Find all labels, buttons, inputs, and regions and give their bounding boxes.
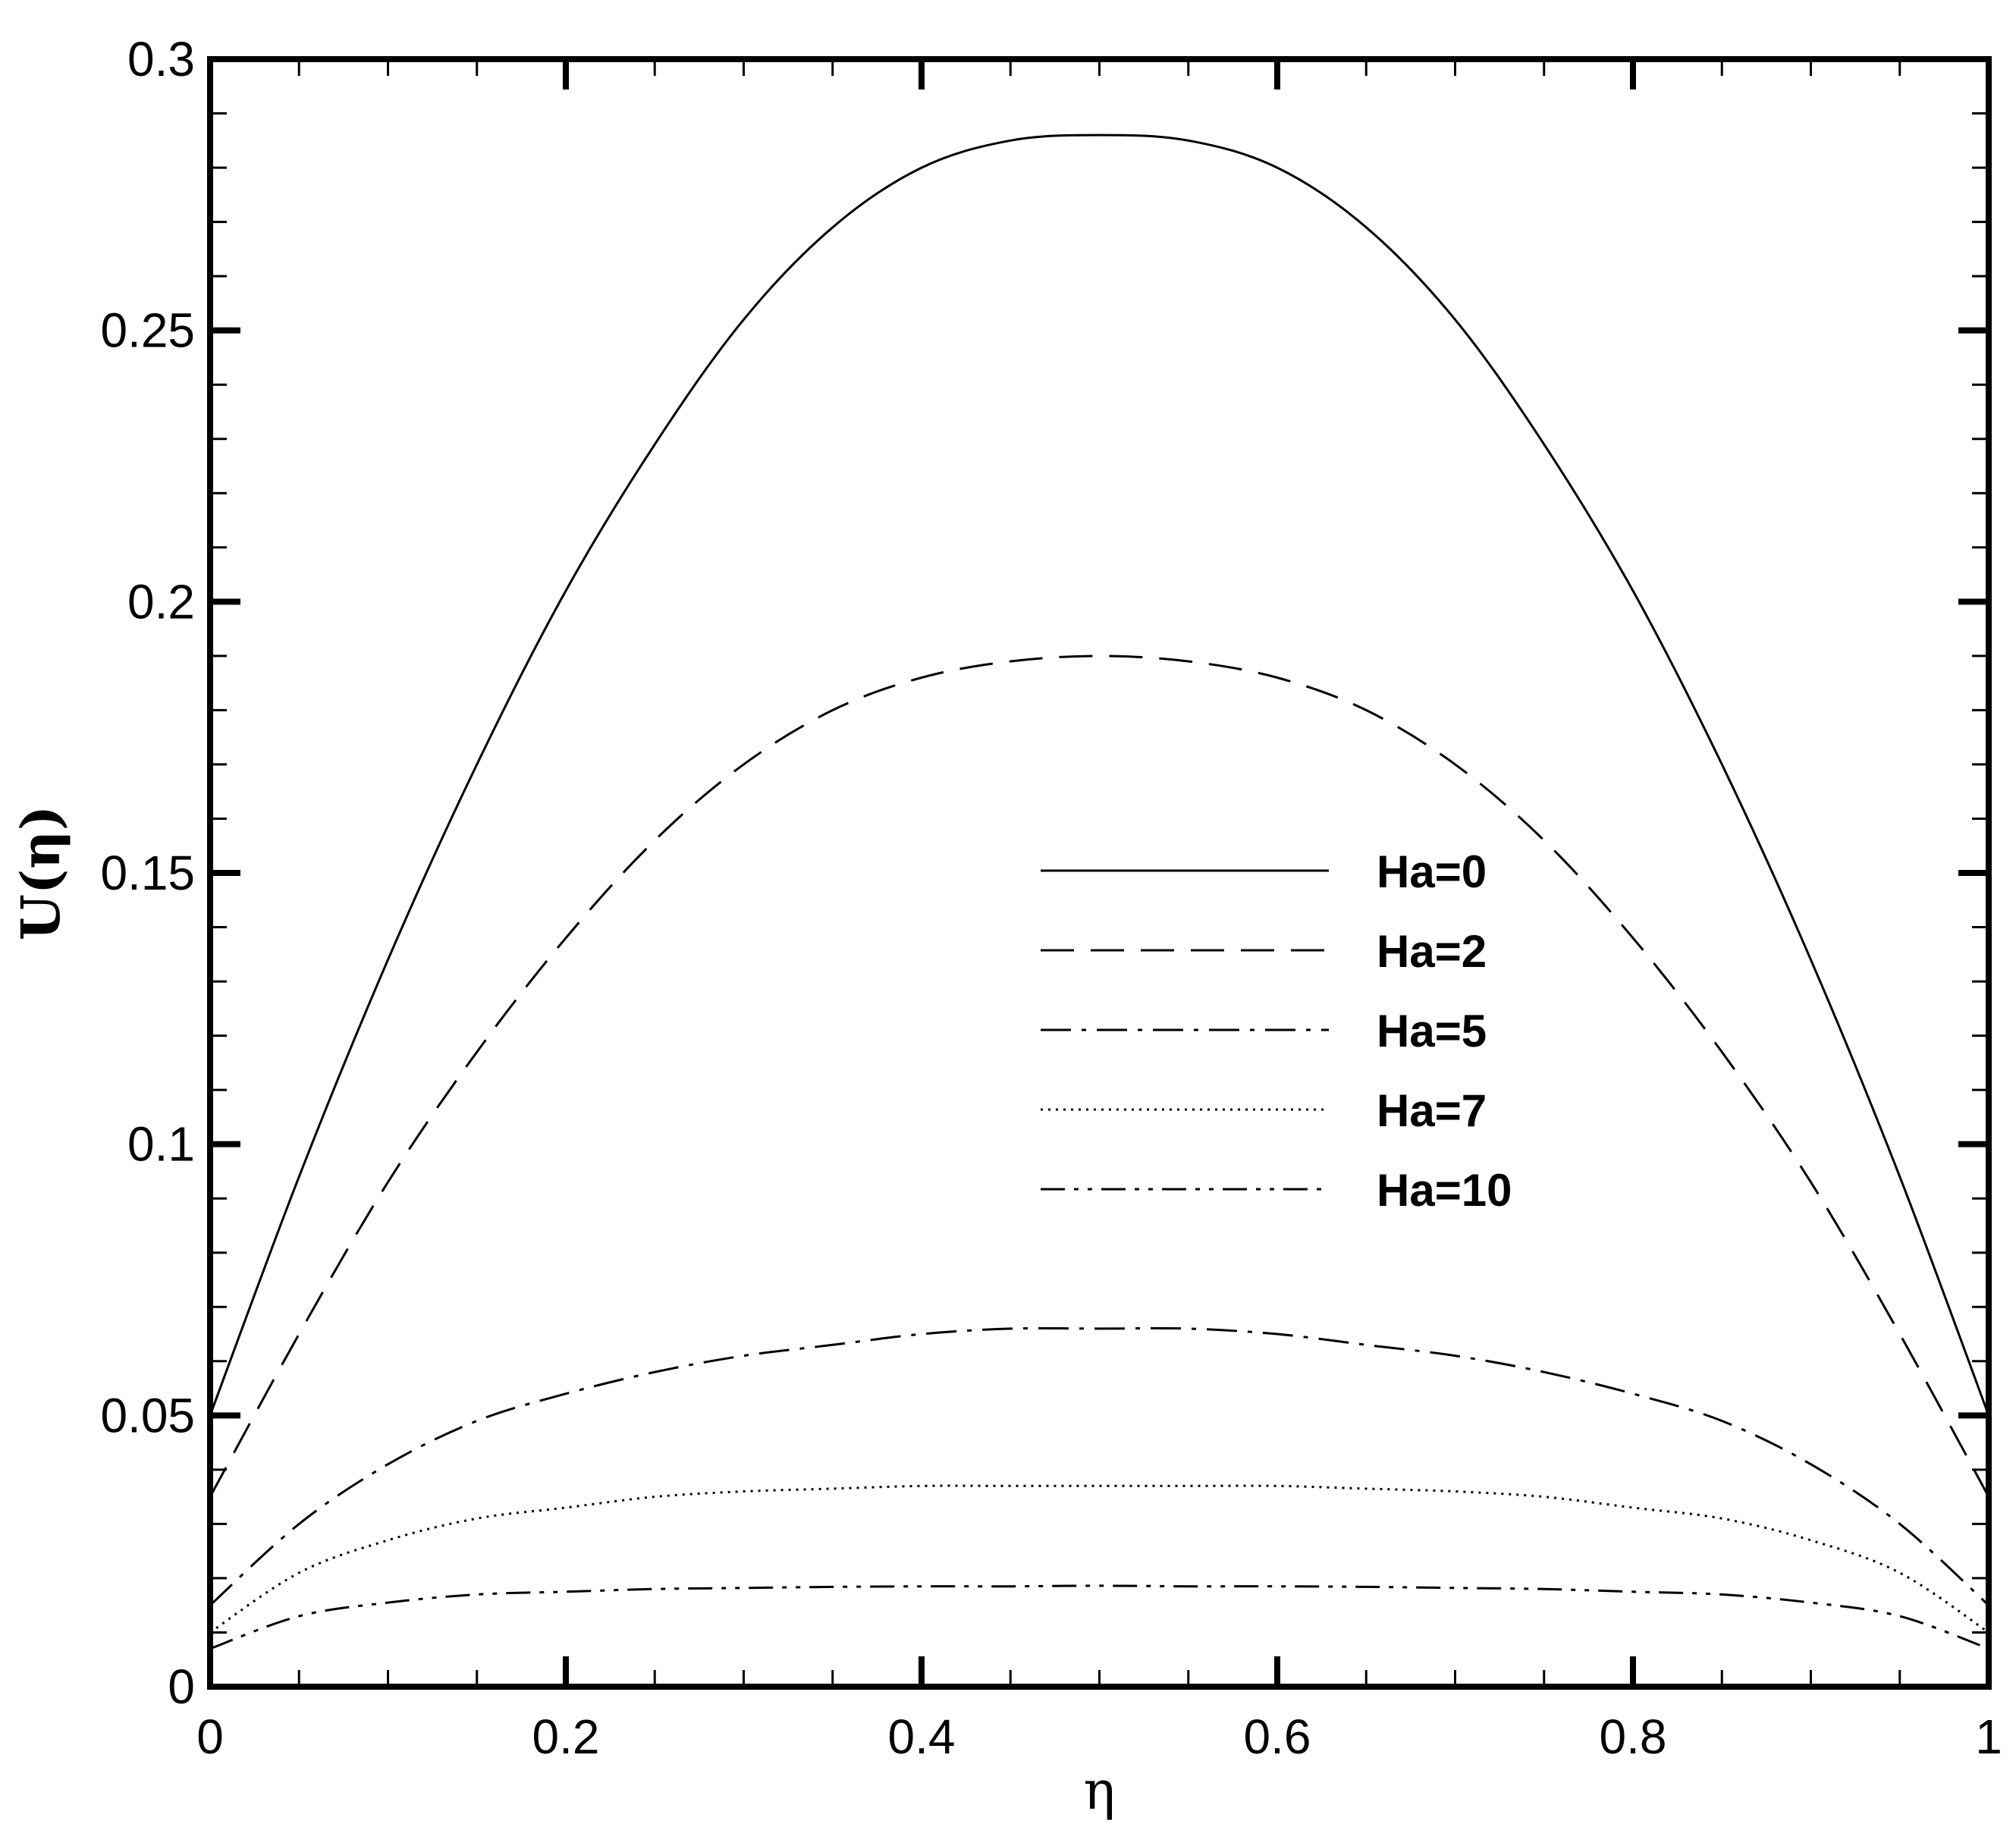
y-tick-label: 0.2 [127, 574, 195, 629]
series-line-ha-7 [209, 1484, 1989, 1634]
x-tick-label: 0.4 [888, 1709, 956, 1764]
series-line-ha-5 [209, 1326, 1990, 1606]
y-axis-title: U(η) [9, 805, 72, 940]
y-tick-label: 0.3 [127, 32, 195, 86]
y-tick-label: 0.25 [100, 303, 195, 358]
x-tick-label: 0.2 [532, 1709, 600, 1764]
legend-label: Ha=0 [1377, 846, 1487, 897]
y-tick-label: 0.05 [100, 1388, 195, 1442]
y-tick-label: 0.1 [127, 1117, 195, 1172]
legend: Ha=0 Ha=2 Ha=5 Ha=7 Ha=10 [1041, 846, 1512, 1216]
legend-label: Ha=10 [1377, 1165, 1512, 1216]
x-tick-labels: 0 0.2 0.4 0.6 0.8 1 [196, 1709, 2002, 1764]
series-line-ha-0 [209, 133, 1990, 1416]
minor-ticks [209, 58, 1990, 1688]
y-tick-labels: 0 0.05 0.1 0.15 0.2 0.25 0.3 [100, 32, 195, 1714]
y-tick-label: 0.15 [100, 846, 195, 900]
x-tick-label: 0.8 [1600, 1709, 1667, 1764]
y-tick-label: 0 [168, 1659, 195, 1714]
plot-frame [207, 56, 1992, 1690]
x-tick-label: 0.6 [1244, 1709, 1311, 1764]
series-line-ha-10 [209, 1584, 1989, 1650]
legend-label: Ha=2 [1377, 926, 1487, 977]
x-axis-title: η [1084, 1760, 1116, 1822]
series-line-ha-2 [209, 655, 1990, 1498]
legend-label: Ha=7 [1377, 1085, 1487, 1136]
series-layer [209, 133, 1990, 1650]
legend-label: Ha=5 [1377, 1006, 1487, 1056]
major-ticks [207, 56, 1992, 1690]
x-tick-label: 1 [1975, 1709, 2002, 1764]
x-tick-label: 0 [196, 1709, 224, 1764]
